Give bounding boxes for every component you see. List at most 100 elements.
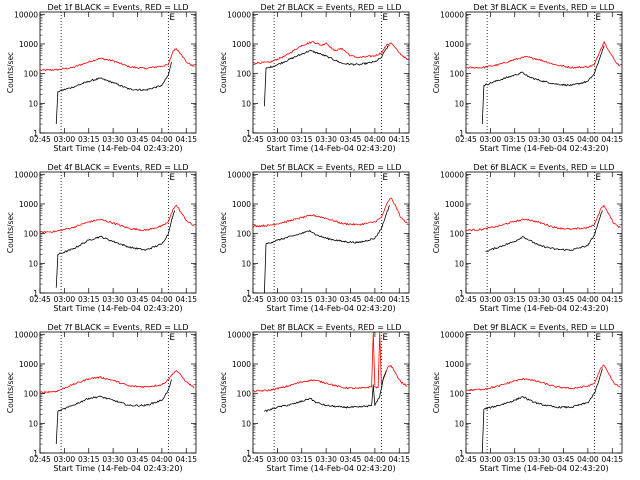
panel-det-9: Det 9f BLACK = Events, RED = LLD 1 10 100 10… <box>432 323 623 473</box>
corner-mark: E <box>595 13 601 23</box>
x-tick-label: 03:45 <box>553 295 575 304</box>
x-tick-label: 04:00 <box>577 295 599 304</box>
panel-title: Det 1f BLACK = Events, RED = LLD <box>47 3 188 12</box>
x-tick-label: 04:00 <box>364 295 386 304</box>
x-tick-label: 03:15 <box>504 135 526 144</box>
x-tick-label: 03:45 <box>127 295 149 304</box>
x-tick-label: 04:00 <box>364 455 386 464</box>
plot-frame <box>39 331 197 454</box>
x-tick-label: 02:45 <box>242 455 264 464</box>
y-tick-label: 100 <box>237 230 252 239</box>
y-tick-label: 1000 <box>232 360 251 369</box>
series-events-line <box>481 368 603 454</box>
x-tick-label: 04:15 <box>601 295 623 304</box>
x-tick-label: 02:45 <box>455 135 477 144</box>
series-events-line <box>263 45 390 107</box>
x-tick-label: 02:45 <box>242 295 264 304</box>
x-tick-label: 03:45 <box>553 455 575 464</box>
y-tick-label: 10 <box>241 419 251 428</box>
panel-det-1: Det 1f BLACK = Events, RED = LLD 1 10 100 10… <box>6 3 197 153</box>
x-tick-label: 03:00 <box>480 295 502 304</box>
y-tick-label: 100 <box>24 390 39 399</box>
y-tick-label: 1000 <box>232 40 251 49</box>
x-tick-label: 04:15 <box>175 135 197 144</box>
x-tick-label: 03:00 <box>267 455 289 464</box>
y-tick-label: 100 <box>237 70 252 79</box>
panel-title: Det 9f BLACK = Events, RED = LLD <box>473 323 614 332</box>
x-tick-label: 03:45 <box>340 135 362 144</box>
x-tick-label: 03:15 <box>78 135 100 144</box>
x-tick-label: 03:15 <box>504 295 526 304</box>
x-tick-label: 02:45 <box>29 295 51 304</box>
y-tick-label: 100 <box>450 230 465 239</box>
y-tick-label: 10 <box>454 99 464 108</box>
y-tick-label: 10 <box>241 99 251 108</box>
series-lld-line <box>39 204 195 234</box>
y-tick-label: 1000 <box>19 40 38 49</box>
series-events-line <box>485 210 603 252</box>
x-axis-label: Start Time (14-Feb-04 02:43:20) <box>53 464 182 473</box>
y-tick-label: 1 <box>459 129 464 138</box>
x-tick-label: 03:30 <box>102 455 124 464</box>
x-tick-label: 03:30 <box>315 295 337 304</box>
y-tick-label: 10000 <box>440 330 464 339</box>
x-tick-label: 04:00 <box>577 455 599 464</box>
series-events-line <box>264 370 387 412</box>
y-axis-label: Counts/sec <box>432 52 441 93</box>
corner-mark: E <box>382 333 388 343</box>
series-lld-line <box>252 331 408 393</box>
x-tick-label: 02:45 <box>29 135 51 144</box>
x-tick-label: 03:30 <box>315 135 337 144</box>
y-axis-label: Counts/sec <box>432 212 441 253</box>
panel-title: Det 7f BLACK = Events, RED = LLD <box>47 323 188 332</box>
y-tick-label: 1000 <box>445 360 464 369</box>
x-axis-label: Start Time (14-Feb-04 02:43:20) <box>266 144 395 153</box>
y-tick-label: 10000 <box>227 330 251 339</box>
x-axis-label: Start Time (14-Feb-04 02:43:20) <box>53 144 182 153</box>
series-lld-line <box>465 41 621 69</box>
y-tick-label: 10000 <box>14 10 38 19</box>
y-tick-label: 1 <box>459 449 464 458</box>
y-tick-label: 10 <box>28 99 38 108</box>
series-events-line <box>55 210 176 288</box>
x-tick-label: 03:15 <box>504 455 526 464</box>
x-tick-label: 03:30 <box>528 455 550 464</box>
x-tick-label: 04:00 <box>151 455 173 464</box>
plot-frame <box>39 171 197 294</box>
x-tick-label: 02:45 <box>455 295 477 304</box>
x-tick-label: 03:30 <box>102 295 124 304</box>
x-tick-label: 03:00 <box>480 135 502 144</box>
series-events-line <box>263 205 390 294</box>
panel-title: Det 5f BLACK = Events, RED = LLD <box>260 163 401 172</box>
series-lld-line <box>465 364 621 392</box>
x-tick-label: 03:00 <box>480 455 502 464</box>
panel-title: Det 3f BLACK = Events, RED = LLD <box>473 3 614 12</box>
y-tick-label: 10 <box>454 419 464 428</box>
y-tick-label: 1000 <box>232 200 251 209</box>
panel-title: Det 8f BLACK = Events, RED = LLD <box>260 323 401 332</box>
x-tick-label: 03:45 <box>127 455 149 464</box>
x-tick-label: 04:00 <box>151 135 173 144</box>
x-tick-label: 03:00 <box>54 295 76 304</box>
x-axis-label: Start Time (14-Feb-04 02:43:20) <box>479 464 608 473</box>
y-tick-label: 100 <box>24 70 39 79</box>
x-tick-label: 03:30 <box>315 455 337 464</box>
panel-det-4: Det 4f BLACK = Events, RED = LLD 1 10 100 10… <box>6 163 197 313</box>
y-tick-label: 100 <box>24 230 39 239</box>
x-tick-label: 04:00 <box>577 135 599 144</box>
y-tick-label: 1000 <box>445 200 464 209</box>
plot-frame <box>252 331 410 454</box>
corner-mark: E <box>595 333 601 343</box>
y-tick-label: 10 <box>454 259 464 268</box>
panel-det-6: Det 6f BLACK = Events, RED = LLD 1 10 100 10… <box>432 163 623 313</box>
y-tick-label: 10000 <box>227 170 251 179</box>
x-tick-label: 03:15 <box>291 455 313 464</box>
x-tick-label: 03:00 <box>54 135 76 144</box>
series-lld-line <box>39 370 195 394</box>
y-axis-label: Counts/sec <box>432 372 441 413</box>
plot-frame <box>465 11 623 134</box>
x-tick-label: 03:15 <box>291 135 313 144</box>
x-tick-label: 03:45 <box>553 135 575 144</box>
corner-mark: E <box>382 13 388 23</box>
